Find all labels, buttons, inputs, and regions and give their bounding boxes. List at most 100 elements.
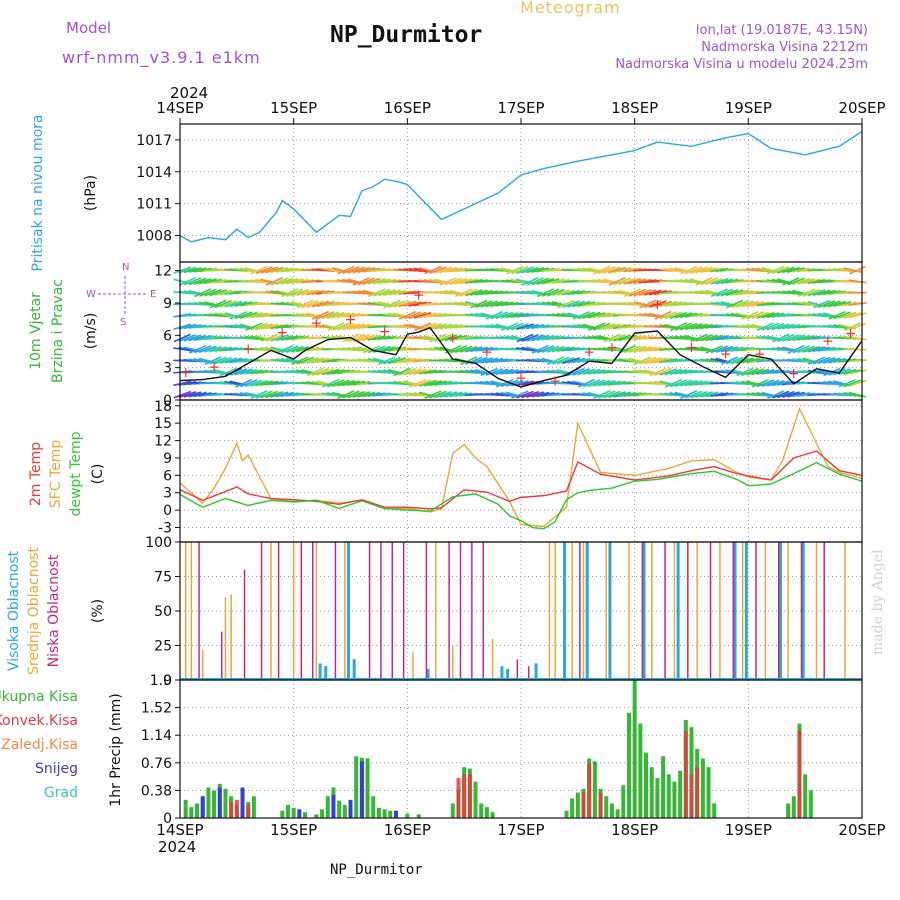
- x-tick-label-bottom: 17SEP: [497, 821, 544, 839]
- wind-arrow: [684, 380, 703, 387]
- precip-unit-label: 1hr Precip (mm): [108, 693, 124, 806]
- x-tick-label-bottom: 18SEP: [611, 821, 658, 839]
- conv-precip-bar: [234, 799, 239, 818]
- wind-arrow: [245, 379, 263, 388]
- wind-arrow: [781, 290, 800, 296]
- wind-arrow: [290, 278, 309, 285]
- wind-arrow: [664, 311, 683, 320]
- wind-arrow: [495, 379, 514, 388]
- wind-arrow: [347, 266, 365, 274]
- wind-arrow: [633, 278, 652, 285]
- wind-arrow: [541, 301, 560, 307]
- wind-arrow: [848, 302, 867, 306]
- temp-unit-label: (C): [90, 464, 106, 485]
- total-precip-bar: [575, 792, 580, 818]
- wind-arrow: [546, 288, 565, 297]
- wind-arrow: [311, 357, 330, 364]
- wind-arrow: [771, 323, 790, 331]
- wind-arrow: [720, 356, 739, 365]
- wind-arrow: [567, 357, 586, 364]
- y-tick-label: 9: [163, 451, 172, 467]
- wind-arrow: [352, 277, 370, 286]
- wind-arrow: [275, 334, 294, 342]
- wind-arrow: [751, 368, 770, 376]
- wind-arrow: [301, 356, 319, 365]
- wind-gust-marker: +: [311, 315, 323, 331]
- wind-gust-marker: +: [345, 312, 357, 328]
- wind-gust-marker: +: [413, 287, 425, 303]
- wind-arrow: [828, 311, 846, 320]
- wind-arrow: [726, 299, 744, 309]
- total-precip-bar: [638, 723, 643, 818]
- snow-bar: [240, 787, 245, 818]
- wind-arrow: [638, 346, 657, 353]
- wind-arrow: [695, 323, 713, 330]
- wind-arrow: [378, 356, 396, 365]
- total-precip-bar: [689, 727, 694, 818]
- wind-arrow: [398, 368, 417, 376]
- wind-arrow: [756, 369, 775, 375]
- wind-arrow: [398, 310, 416, 320]
- wind-arrow: [470, 289, 488, 296]
- wind-arrow: [639, 299, 657, 309]
- conv-precip-bar: [587, 763, 592, 818]
- wind-arrow: [777, 390, 795, 399]
- wind-arrow: [347, 346, 366, 352]
- wind-arrow: [178, 323, 197, 330]
- wind-arrow: [526, 266, 545, 274]
- wind-arrow: [602, 380, 621, 387]
- wind-arrow: [587, 379, 606, 388]
- wind-arrow: [669, 322, 687, 332]
- wind-arrow: [189, 344, 207, 354]
- wind-arrow: [715, 345, 734, 353]
- total-precip-bar: [376, 807, 381, 818]
- precip-legend-label: Zaledj.Kisa: [1, 737, 78, 753]
- wind-arrow: [741, 310, 759, 320]
- wind-arrow: [311, 310, 329, 320]
- total-precip-bar: [342, 804, 347, 818]
- wind-arrow: [423, 312, 442, 319]
- y-tick-label: 1.9: [150, 673, 172, 689]
- wind-arrow: [235, 378, 253, 388]
- wind-arrow: [838, 379, 856, 388]
- wind-arrow: [229, 300, 248, 308]
- wind-arrow: [511, 323, 529, 331]
- wind-arrow: [531, 391, 550, 398]
- wind-arrow: [198, 335, 217, 341]
- wind-arrow: [715, 288, 734, 297]
- wind-arrow: [838, 311, 856, 320]
- precip-legend-label: Konvek.Kisa: [0, 713, 78, 729]
- wind-arrow: [695, 277, 713, 286]
- mid-cloud-axis-label: Srednja Oblacnost: [26, 547, 42, 675]
- wind-arrow: [377, 346, 396, 353]
- wind-arrow: [444, 334, 463, 342]
- wind-arrow: [367, 278, 386, 285]
- precip-legend-label: Snijeg: [35, 761, 78, 777]
- wind-arrow: [439, 391, 458, 398]
- wind-gust-marker: +: [686, 340, 698, 356]
- x-tick-label-bottom: 20SEP: [838, 821, 885, 839]
- wind-arrow: [429, 266, 447, 274]
- wind-arrow: [848, 369, 867, 375]
- total-precip-bar: [365, 758, 370, 818]
- total-precip-bar: [450, 803, 455, 818]
- wind-arrow: [454, 335, 473, 341]
- total-precip-bar: [405, 813, 410, 818]
- wind-arrow: [613, 267, 632, 274]
- y-tick-label: 0.76: [141, 756, 172, 772]
- wind-arrow: [265, 277, 283, 286]
- wind-arrow: [250, 390, 268, 400]
- wind-arrow: [373, 288, 391, 297]
- wind-arrow: [526, 290, 545, 296]
- wind-arrow: [367, 345, 386, 354]
- wind-arrow: [347, 333, 365, 343]
- wind-speed-line: [179, 326, 863, 388]
- wind-arrow: [265, 334, 284, 342]
- wind-arrow: [572, 311, 590, 320]
- total-precip-bar: [490, 812, 495, 818]
- wind-arrow: [679, 322, 698, 331]
- total-precip-bar: [786, 803, 791, 818]
- wind-arrow: [521, 276, 539, 286]
- wind-arrow: [618, 344, 636, 354]
- wind-arrow: [705, 391, 724, 398]
